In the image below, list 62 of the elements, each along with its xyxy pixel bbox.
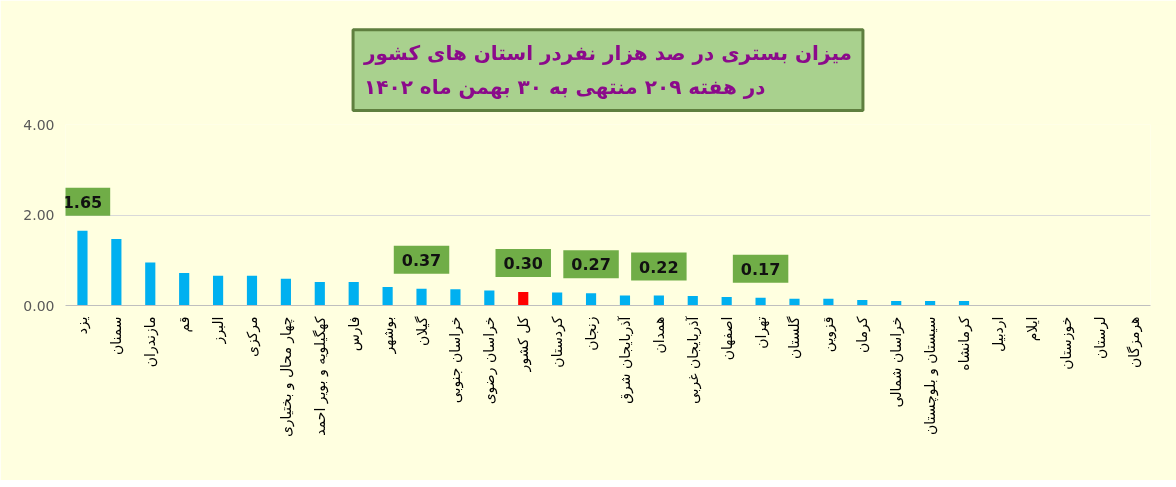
x-tick-label: همدان — [650, 316, 667, 354]
x-tick-label: سیستان و بلوچستان — [922, 316, 940, 436]
x-tick-label: فارس — [345, 316, 363, 352]
bar — [450, 289, 461, 306]
x-tick-label: کردستان — [549, 316, 567, 368]
bar — [246, 275, 258, 306]
x-tick-label: گیلان — [413, 316, 430, 347]
x-tick-label: خراسان جنوبی — [447, 316, 465, 404]
x-tick-label: کل کشور — [515, 316, 533, 373]
x-tick-label: لرستان — [1091, 316, 1109, 359]
data-label: 0.22 — [639, 257, 679, 277]
x-tick-label: اصفهان — [718, 316, 736, 361]
bar — [382, 286, 393, 306]
data-label: 0.17 — [740, 259, 781, 279]
bar — [280, 278, 291, 306]
bar — [518, 291, 529, 306]
data-label: 0.37 — [401, 250, 442, 270]
y-tick-label: 0.00 — [23, 297, 55, 314]
bar — [416, 288, 427, 306]
x-tick-label: یزد — [74, 316, 92, 335]
bar — [179, 272, 190, 306]
data-label: 0.30 — [503, 253, 543, 273]
bar — [721, 296, 732, 306]
chart-title: میزان بستری در صد هزار نفردر استان های کشور در هفته ۲۰۹ منتهی به ۳۰ بهمن ماه ۱۴۰۲ — [363, 40, 852, 100]
bar — [857, 300, 868, 306]
x-tick-label: آذربایجان غربی — [684, 315, 702, 405]
x-tick-label: خراسان شمالی — [888, 316, 906, 408]
x-tick-label: کرمانشاه — [956, 316, 974, 371]
x-tick-label: بوشهر — [379, 316, 397, 355]
x-tick-label: قم — [176, 316, 194, 333]
x-tick-label: سمنان — [108, 316, 125, 356]
x-tick-label: مازندران — [142, 316, 160, 368]
bar — [585, 293, 597, 306]
bar — [552, 292, 563, 306]
bar — [212, 275, 224, 306]
x-tick-label: زنجان — [583, 316, 601, 351]
bar — [111, 238, 122, 306]
bar — [145, 262, 156, 306]
bar — [484, 290, 495, 306]
bar — [314, 281, 325, 306]
x-tick-label: آذربایجان شرق — [616, 315, 634, 404]
x-tick-label: اردبیل — [989, 316, 1007, 353]
x-tick-label: مرکزی — [243, 316, 261, 358]
x-tick-label: کرمان — [854, 316, 872, 353]
x-tick-label: خوزستان — [1057, 316, 1075, 370]
x-tick-label: هرمزگان — [1125, 316, 1143, 369]
bar — [789, 298, 800, 306]
bar — [687, 296, 698, 306]
x-tick-label: چهار محال و بختیاری — [277, 316, 295, 438]
y-tick-label: 2.00 — [23, 207, 55, 223]
x-tick-label: تهران — [752, 316, 770, 349]
x-tick-label: البرز — [210, 316, 228, 345]
bar — [755, 297, 766, 306]
x-tick-label: گلستان — [786, 316, 803, 360]
x-tick-label: کهگیلویه و بویر احمد — [311, 316, 329, 436]
y-tick-label: 4.00 — [23, 116, 55, 133]
bar — [77, 230, 88, 306]
x-tick-label: ایلام — [1023, 316, 1040, 342]
data-label: 0.27 — [571, 255, 611, 275]
bar — [348, 281, 359, 306]
x-tick-label: خراسان رضوی — [481, 316, 499, 405]
x-tick-label: قزوین — [820, 316, 838, 353]
